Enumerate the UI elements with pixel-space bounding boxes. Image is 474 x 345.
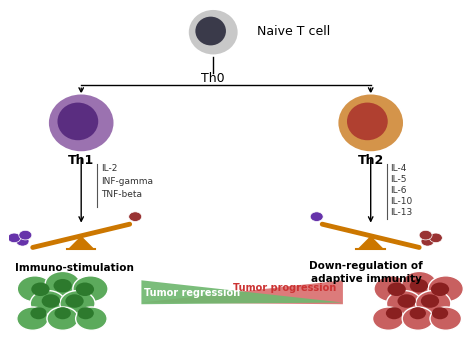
Circle shape — [430, 307, 462, 330]
Circle shape — [429, 233, 442, 243]
Circle shape — [73, 276, 108, 302]
Circle shape — [373, 307, 404, 330]
Circle shape — [419, 230, 432, 240]
Circle shape — [47, 307, 78, 330]
Text: Naive T cell: Naive T cell — [257, 25, 330, 38]
Text: IL-5: IL-5 — [391, 175, 407, 184]
Text: Th2: Th2 — [357, 154, 384, 167]
Circle shape — [387, 283, 406, 296]
Ellipse shape — [337, 93, 404, 152]
Circle shape — [310, 212, 323, 221]
Circle shape — [76, 307, 107, 330]
Circle shape — [416, 290, 451, 317]
Circle shape — [19, 230, 32, 240]
Text: Down-regulation of
adaptive immunity: Down-regulation of adaptive immunity — [309, 262, 423, 284]
Circle shape — [402, 307, 434, 330]
Ellipse shape — [195, 17, 226, 46]
Circle shape — [65, 294, 84, 308]
Text: Tumor regression: Tumor regression — [144, 288, 240, 298]
Circle shape — [55, 307, 71, 319]
Circle shape — [402, 272, 437, 297]
Circle shape — [410, 279, 428, 293]
Circle shape — [54, 279, 72, 293]
Circle shape — [30, 290, 65, 317]
Circle shape — [60, 290, 95, 317]
Circle shape — [16, 236, 29, 246]
Circle shape — [45, 272, 80, 297]
Text: INF-gamma: INF-gamma — [101, 177, 153, 186]
Circle shape — [77, 307, 94, 319]
Circle shape — [42, 294, 60, 308]
Ellipse shape — [188, 9, 239, 56]
Circle shape — [386, 307, 402, 319]
Circle shape — [410, 307, 426, 319]
Circle shape — [17, 307, 48, 330]
Text: IL-4: IL-4 — [391, 164, 407, 173]
Text: TNF-beta: TNF-beta — [101, 190, 142, 199]
Text: Th0: Th0 — [201, 72, 225, 85]
Circle shape — [421, 236, 434, 246]
Text: IL-6: IL-6 — [391, 186, 407, 195]
Polygon shape — [141, 280, 343, 304]
Circle shape — [76, 283, 94, 296]
Text: Th1: Th1 — [68, 154, 94, 167]
Circle shape — [432, 307, 448, 319]
Ellipse shape — [347, 102, 388, 140]
Circle shape — [386, 290, 422, 317]
Polygon shape — [68, 236, 94, 249]
Circle shape — [17, 276, 53, 302]
Text: IL-13: IL-13 — [391, 208, 413, 217]
Text: Tumor progression: Tumor progression — [233, 283, 337, 293]
Circle shape — [421, 294, 439, 308]
Polygon shape — [358, 236, 383, 249]
Circle shape — [129, 212, 142, 221]
Circle shape — [398, 294, 416, 308]
Text: Immuno-stimulation: Immuno-stimulation — [15, 263, 134, 273]
Circle shape — [374, 276, 409, 302]
Text: IL-2: IL-2 — [101, 164, 118, 173]
Ellipse shape — [57, 102, 98, 140]
Circle shape — [8, 233, 21, 243]
Circle shape — [30, 307, 47, 319]
Circle shape — [428, 276, 464, 302]
Ellipse shape — [48, 93, 115, 152]
Circle shape — [31, 283, 50, 296]
Polygon shape — [141, 280, 343, 304]
Text: IL-10: IL-10 — [391, 197, 413, 206]
Circle shape — [431, 283, 449, 296]
